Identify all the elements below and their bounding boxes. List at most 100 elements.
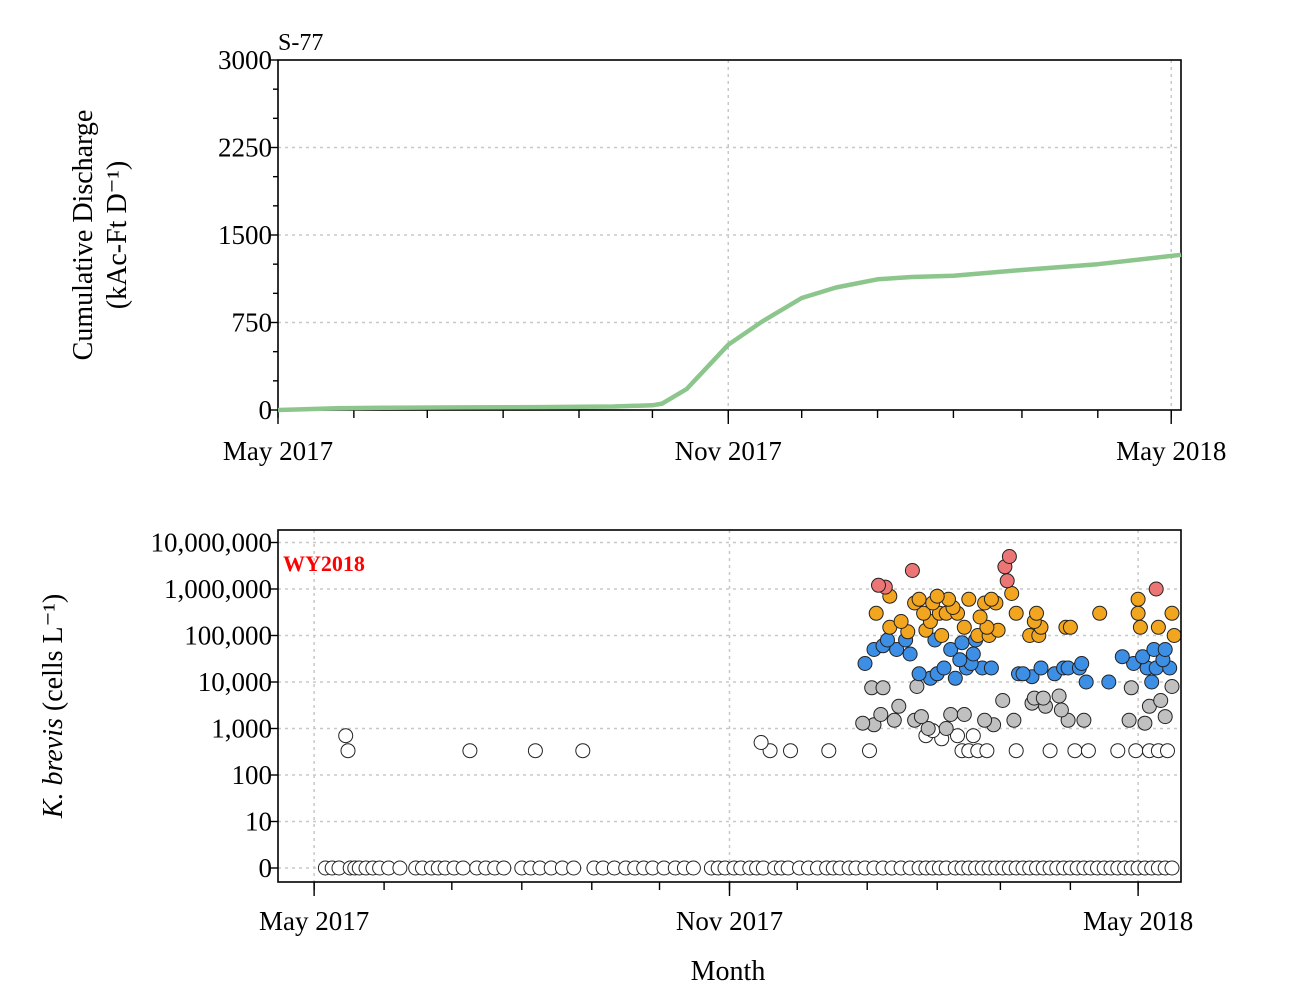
kbrevis-point-medium (1164, 605, 1180, 621)
kbrevis-point-low (936, 660, 952, 676)
kbrevis-point-high (904, 563, 920, 578)
kbrevis-point-not-present (1160, 743, 1175, 759)
kbrevis-point-low (911, 666, 927, 682)
kbrevis-x-tick-label: May 2017 (259, 906, 369, 936)
kbrevis-point-very-low (875, 680, 891, 696)
discharge-gridlines (278, 60, 1181, 410)
kbrevis-point-medium (956, 619, 972, 635)
kbrevis-point-not-present (965, 728, 981, 744)
kbrevis-point-very-low (956, 707, 972, 722)
kbrevis-point-very-low (909, 679, 925, 694)
kbrevis-point-medium (1132, 619, 1148, 635)
kbrevis-point-not-present (340, 743, 356, 759)
kbrevis-point-medium (1062, 619, 1078, 635)
kbrevis-point-high (1001, 549, 1017, 564)
kbrevis-point-low (952, 652, 968, 668)
kbrevis-point-not-present (1067, 743, 1083, 759)
kbrevis-point-very-low (943, 707, 959, 722)
kbrevis-point-not-present (950, 728, 965, 744)
kbrevis-point-not-present (462, 743, 478, 759)
kbrevis-point-not-present (1164, 860, 1180, 876)
kbrevis-point-low (943, 642, 959, 657)
discharge-chart-title: S-77 (278, 30, 323, 56)
kbrevis-x-tick-label: Nov 2017 (676, 906, 783, 936)
kbrevis-point-very-low (886, 712, 902, 728)
kbrevis-y-tick-label: 100 (232, 760, 273, 790)
kbrevis-point-high (1148, 581, 1164, 597)
kbrevis-point-medium (1130, 605, 1146, 621)
kbrevis-point-low (1015, 666, 1031, 682)
kbrevis-point-very-low (1137, 715, 1153, 731)
kbrevis-y-tick-label: 10 (245, 807, 272, 837)
kbrevis-point-very-low (938, 721, 954, 736)
kbrevis-y-tick-label: 100,000 (184, 621, 272, 651)
kbrevis-point-very-low (873, 707, 889, 722)
discharge-x-tick-label: May 2017 (223, 436, 333, 466)
kbrevis-point-medium (929, 588, 945, 604)
kbrevis-y-axis-title-units: (cells L⁻¹) (38, 594, 69, 718)
kbrevis-point-very-low (1076, 712, 1092, 728)
kbrevis-point-low (880, 632, 895, 648)
kbrevis-point-very-low (855, 715, 871, 731)
kbrevis-point-medium (893, 614, 909, 629)
kbrevis-x-tick-label: May 2018 (1083, 906, 1193, 936)
kbrevis-point-low (983, 660, 999, 676)
kbrevis-point-very-low (1157, 709, 1173, 725)
discharge-y-tick-label: 1500 (218, 220, 272, 250)
kbrevis-ticks: 0 10 100 1,000 10,000 100,000 1,000,000 10,000,… (151, 528, 1194, 937)
kbrevis-y-tick-label: 0 (259, 853, 273, 883)
discharge-y-axis-title: Cumulative Discharge (kAc-Ft D⁻¹) (68, 110, 133, 361)
kbrevis-point-not-present (1110, 743, 1126, 759)
discharge-ticks: 0 750 1500 2250 3000 May 2017 Nov 2017 May 2018 (218, 45, 1226, 466)
kbrevis-y-tick-label: 1,000,000 (164, 574, 272, 604)
kbrevis-point-not-present (496, 860, 512, 876)
kbrevis-point-medium (1008, 605, 1024, 621)
kbrevis-point-not-present (455, 860, 471, 876)
kbrevis-point-not-present (1042, 743, 1058, 759)
kbrevis-points (317, 549, 1182, 876)
kbrevis-point-not-present (821, 743, 837, 759)
kbrevis-point-medium (972, 609, 988, 625)
kbrevis-point-low (1135, 649, 1151, 665)
kbrevis-point-low (947, 670, 963, 686)
kbrevis-point-low (1101, 674, 1117, 690)
kbrevis-point-low (1074, 656, 1090, 671)
kbrevis-point-very-low (891, 698, 907, 714)
kbrevis-point-high (999, 573, 1015, 589)
kbrevis-point-not-present (392, 860, 408, 876)
kbrevis-point-very-low (1153, 693, 1169, 708)
discharge-chart: 0 750 1500 2250 3000 May 2017 Nov 2017 May 2018… (68, 30, 1226, 466)
kbrevis-x-axis-title: Month (691, 956, 766, 987)
kbrevis-point-very-low (977, 712, 993, 728)
kbrevis-point-very-low (920, 721, 936, 736)
kbrevis-point-medium (1029, 605, 1044, 621)
kbrevis-point-not-present (575, 743, 591, 759)
kbrevis-point-medium (911, 591, 927, 607)
kbrevis-point-low (889, 642, 905, 657)
kbrevis-y-axis-title: K. brevis (cells L⁻¹) (38, 594, 69, 819)
discharge-y-tick-label: 3000 (218, 45, 272, 75)
kbrevis-point-very-low (913, 709, 929, 725)
water-year-label: WY2018 (283, 551, 365, 576)
kbrevis-point-low (954, 635, 970, 651)
kbrevis-point-very-low (1164, 679, 1180, 694)
kbrevis-point-medium (1166, 628, 1182, 643)
discharge-x-tick-label: May 2018 (1116, 436, 1226, 466)
kbrevis-point-not-present (1080, 743, 1096, 759)
kbrevis-point-medium (983, 591, 999, 607)
kbrevis-point-medium (979, 619, 995, 635)
kbrevis-point-very-low (1035, 690, 1051, 706)
discharge-y-tick-label: 0 (259, 395, 273, 425)
kbrevis-chart: 0 10 100 1,000 10,000 100,000 1,000,000 10,000,… (38, 528, 1193, 988)
kbrevis-y-tick-label: 10,000,000 (151, 528, 273, 558)
kbrevis-point-not-present (783, 743, 798, 759)
kbrevis-point-very-low (1051, 688, 1067, 704)
kbrevis-point-medium (1092, 605, 1108, 621)
kbrevis-point-not-present (1008, 743, 1024, 759)
discharge-y-tick-label: 2250 (218, 133, 272, 163)
discharge-series-line (277, 252, 1182, 413)
discharge-y-tick-label: 750 (232, 308, 273, 338)
kbrevis-point-very-low (995, 693, 1011, 708)
discharge-x-tick-label: Nov 2017 (675, 436, 782, 466)
kbrevis-point-medium (934, 628, 950, 643)
